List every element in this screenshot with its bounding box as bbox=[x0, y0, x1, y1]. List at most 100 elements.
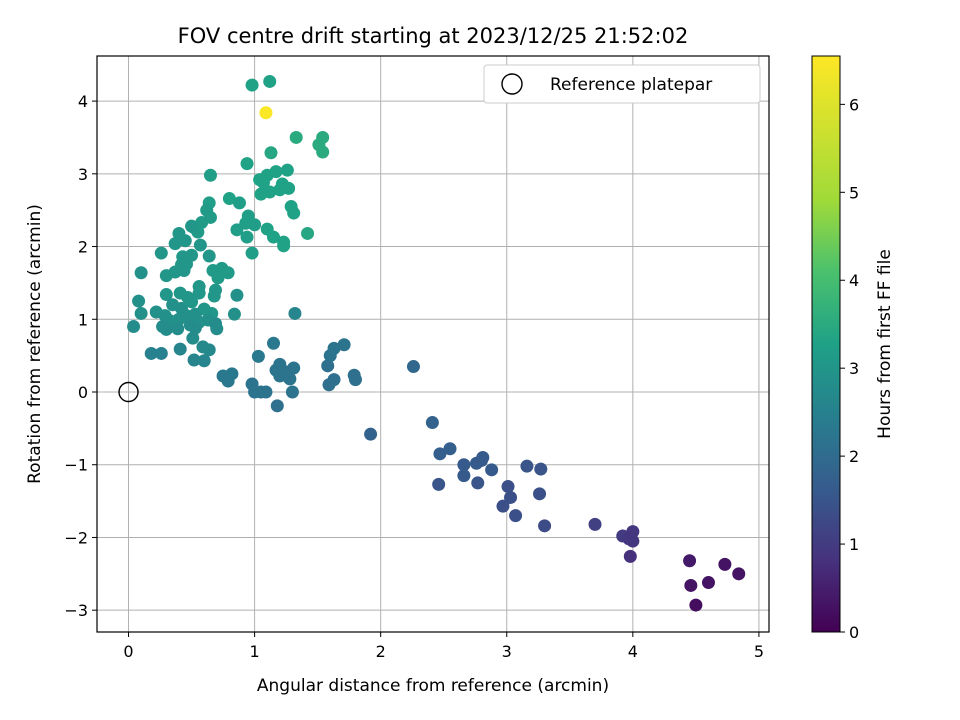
drift-point bbox=[221, 266, 235, 280]
drift-point bbox=[718, 557, 732, 571]
drift-point bbox=[684, 578, 698, 592]
drift-point bbox=[443, 442, 457, 456]
y-tick-label: 1 bbox=[78, 310, 88, 329]
drift-point bbox=[245, 78, 259, 92]
x-tick-label: 2 bbox=[376, 642, 386, 661]
drift-point bbox=[154, 346, 168, 360]
drift-point bbox=[127, 320, 141, 334]
drift-point bbox=[283, 372, 297, 386]
drift-point bbox=[159, 288, 173, 302]
y-axis-label: Rotation from reference (arcmin) bbox=[25, 204, 45, 484]
colorbar: 0 1 2 3 4 5 6 Hours from first FF file bbox=[811, 55, 895, 642]
drift-point bbox=[683, 554, 697, 568]
drift-point bbox=[154, 246, 168, 260]
colorbar-tick-label: 2 bbox=[849, 447, 859, 466]
x-tick-label: 0 bbox=[123, 642, 133, 661]
drift-point bbox=[496, 499, 510, 513]
legend-box bbox=[483, 64, 761, 104]
drift-point bbox=[425, 416, 439, 430]
drift-point bbox=[193, 238, 207, 252]
legend-label-reference: Reference platepar bbox=[550, 75, 712, 95]
drift-point bbox=[254, 187, 268, 201]
drift-point bbox=[202, 343, 216, 357]
drift-point bbox=[301, 226, 315, 240]
drift-point bbox=[132, 294, 146, 308]
drift-point bbox=[185, 219, 199, 233]
x-tick-label: 5 bbox=[754, 642, 764, 661]
drift-point bbox=[626, 525, 640, 539]
drift-point bbox=[273, 183, 287, 197]
y-tick-label: −3 bbox=[64, 601, 88, 620]
drift-point bbox=[210, 322, 224, 336]
drift-point bbox=[432, 477, 446, 491]
drift-point bbox=[280, 163, 294, 177]
drift-point bbox=[173, 342, 187, 356]
drift-point bbox=[222, 192, 236, 206]
drift-point bbox=[203, 168, 217, 182]
drift-point bbox=[364, 427, 378, 441]
drift-point bbox=[178, 234, 192, 248]
drift-point bbox=[538, 519, 552, 533]
x-tick-label: 3 bbox=[502, 642, 512, 661]
drift-point bbox=[267, 230, 281, 244]
x-axis-label: Angular distance from reference (arcmin) bbox=[257, 676, 609, 696]
drift-point bbox=[433, 447, 447, 461]
drift-point bbox=[207, 289, 221, 303]
drift-point bbox=[240, 230, 254, 244]
colorbar-tick-label: 1 bbox=[849, 535, 859, 554]
x-tick-label: 4 bbox=[628, 642, 638, 661]
drift-point bbox=[270, 399, 284, 413]
drift-point bbox=[144, 346, 158, 360]
colorbar-gradient bbox=[811, 55, 841, 633]
drift-point bbox=[504, 490, 518, 504]
y-axis: −3 −2 −1 0 1 2 3 4 bbox=[64, 92, 97, 620]
drift-point bbox=[230, 223, 244, 237]
drift-point bbox=[457, 469, 471, 483]
y-tick-label: 4 bbox=[78, 92, 88, 111]
drift-point bbox=[211, 271, 225, 285]
drift-point bbox=[322, 378, 336, 392]
drift-point bbox=[626, 534, 640, 548]
colorbar-tick-label: 4 bbox=[849, 271, 859, 290]
drift-point bbox=[227, 307, 241, 321]
drift-point bbox=[197, 354, 211, 368]
drift-point bbox=[232, 196, 246, 210]
drift-point bbox=[520, 459, 534, 473]
y-tick-label: −1 bbox=[64, 456, 88, 475]
drift-point bbox=[174, 258, 188, 272]
drift-point bbox=[186, 331, 200, 345]
colorbar-tick-label: 3 bbox=[849, 359, 859, 378]
drift-point bbox=[476, 450, 490, 464]
drift-point bbox=[185, 295, 199, 309]
drift-point bbox=[134, 306, 148, 320]
colorbar-tick-label: 6 bbox=[849, 95, 859, 114]
drift-point bbox=[509, 509, 523, 523]
x-axis: 0 1 2 3 4 5 bbox=[123, 632, 764, 661]
drift-point bbox=[337, 338, 351, 352]
drift-point bbox=[267, 336, 281, 350]
data-points bbox=[118, 74, 746, 612]
drift-point bbox=[251, 349, 265, 363]
drift-point bbox=[159, 322, 173, 336]
plot-frame bbox=[96, 55, 770, 633]
drift-point bbox=[248, 218, 262, 232]
drift-point bbox=[288, 306, 302, 320]
chart-title: FOV centre drift starting at 2023/12/25 … bbox=[178, 24, 689, 48]
drift-point bbox=[188, 321, 202, 335]
colorbar-ticks: 0 1 2 3 4 5 6 bbox=[840, 95, 859, 642]
drift-point bbox=[501, 480, 515, 494]
drift-point bbox=[230, 288, 244, 302]
drift-point bbox=[187, 353, 201, 367]
drift-point bbox=[171, 322, 185, 336]
drift-point bbox=[245, 246, 259, 260]
drift-point bbox=[277, 239, 291, 253]
drift-point bbox=[289, 130, 303, 144]
drift-point bbox=[264, 146, 278, 160]
x-tick-label: 1 bbox=[250, 642, 260, 661]
drift-point bbox=[406, 360, 420, 374]
drift-point bbox=[316, 145, 330, 159]
drift-point bbox=[485, 463, 499, 477]
drift-point bbox=[256, 176, 270, 190]
drift-point bbox=[321, 359, 335, 373]
